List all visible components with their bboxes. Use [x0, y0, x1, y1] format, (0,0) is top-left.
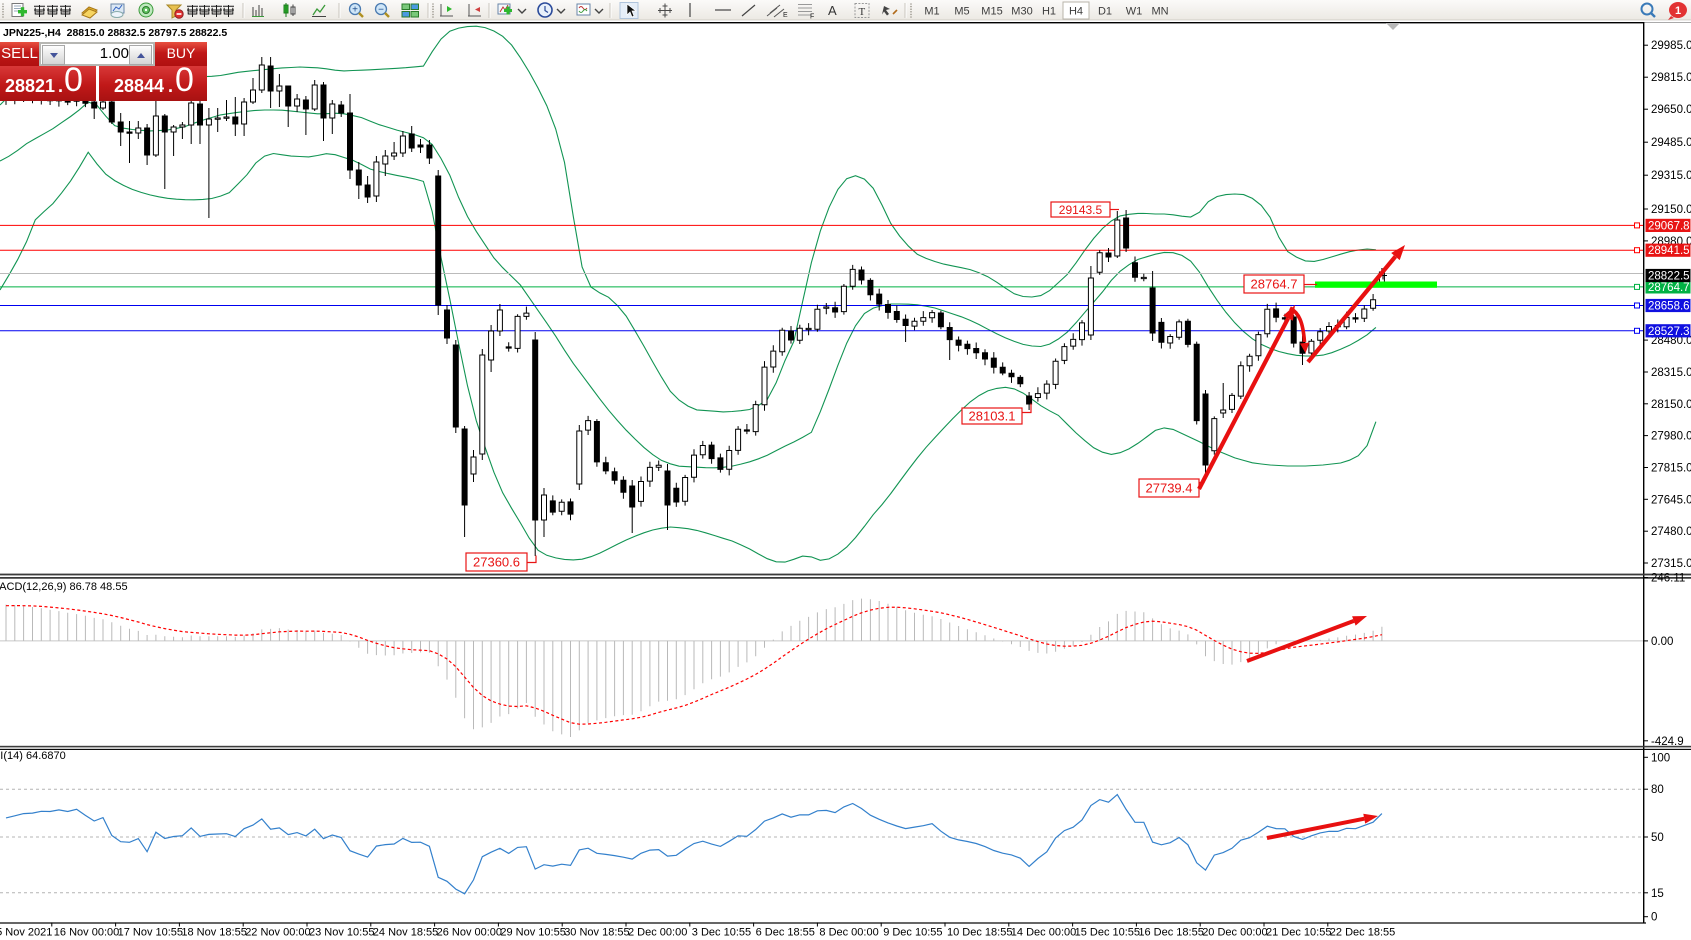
svg-text:29 Nov 10:55: 29 Nov 10:55: [500, 927, 565, 939]
svg-text:2 Dec 00:00: 2 Dec 00:00: [628, 927, 687, 939]
svg-text:D1: D1: [1098, 6, 1112, 18]
svg-text:28764.7: 28764.7: [1648, 282, 1690, 294]
svg-text:15 Nov 2021: 15 Nov 2021: [0, 927, 52, 939]
svg-text:22 Nov 00:00: 22 Nov 00:00: [245, 927, 310, 939]
svg-text:100: 100: [1651, 752, 1670, 764]
svg-text:10 Dec 18:55: 10 Dec 18:55: [947, 927, 1012, 939]
svg-text:6 Dec 18:55: 6 Dec 18:55: [756, 927, 815, 939]
svg-text:17 Nov 10:55: 17 Nov 10:55: [118, 927, 183, 939]
svg-text:16 Dec 18:55: 16 Dec 18:55: [1138, 927, 1203, 939]
svg-text:27980.0: 27980.0: [1651, 431, 1691, 443]
svg-text:27315.0: 27315.0: [1651, 558, 1691, 570]
svg-text:29985.0: 29985.0: [1651, 40, 1691, 52]
svg-text:24 Nov 18:55: 24 Nov 18:55: [373, 927, 438, 939]
svg-text:9 Dec 10:55: 9 Dec 10:55: [883, 927, 942, 939]
svg-text:27815.0: 27815.0: [1651, 463, 1691, 475]
svg-text:27739.4: 27739.4: [1146, 481, 1193, 496]
svg-text:21 Dec 10:55: 21 Dec 10:55: [1266, 927, 1331, 939]
svg-text:W1: W1: [1126, 6, 1143, 18]
svg-text:246.11: 246.11: [1651, 573, 1685, 585]
svg-text:28764.7: 28764.7: [1251, 277, 1298, 292]
svg-text:23 Nov 10:55: 23 Nov 10:55: [309, 927, 374, 939]
svg-text:+: +: [352, 5, 358, 16]
svg-text:15 Dec 10:55: 15 Dec 10:55: [1075, 927, 1140, 939]
svg-text:28527.3: 28527.3: [1648, 326, 1690, 338]
svg-text:F: F: [810, 14, 814, 21]
svg-text:28822.5: 28822.5: [1648, 271, 1690, 283]
svg-text:20 Dec 00:00: 20 Dec 00:00: [1202, 927, 1267, 939]
svg-text:29150.0: 29150.0: [1651, 204, 1691, 216]
svg-text:H1: H1: [1042, 6, 1056, 18]
svg-text:29067.8: 29067.8: [1648, 220, 1690, 232]
svg-text:27645.0: 27645.0: [1651, 494, 1691, 506]
svg-text:29815.0: 29815.0: [1651, 72, 1691, 84]
svg-text:8 Dec 00:00: 8 Dec 00:00: [819, 927, 878, 939]
svg-text:0: 0: [1651, 912, 1657, 924]
svg-text:28103.1: 28103.1: [969, 409, 1016, 424]
svg-text:28315.0: 28315.0: [1651, 367, 1691, 379]
svg-text:27360.6: 27360.6: [473, 555, 520, 570]
svg-text:A: A: [828, 3, 837, 18]
svg-text:M1: M1: [924, 6, 939, 18]
svg-text:28150.0: 28150.0: [1651, 399, 1691, 411]
svg-text:22 Dec 18:55: 22 Dec 18:55: [1330, 927, 1395, 939]
svg-text:−: −: [378, 5, 384, 16]
svg-text:30 Nov 18:55: 30 Nov 18:55: [564, 927, 629, 939]
svg-text:M30: M30: [1011, 6, 1032, 18]
svg-text:E: E: [783, 12, 788, 19]
svg-text:29485.0: 29485.0: [1651, 137, 1691, 149]
svg-text:29650.0: 29650.0: [1651, 104, 1691, 116]
svg-text:T: T: [859, 6, 866, 18]
svg-text:28480.0: 28480.0: [1651, 335, 1691, 347]
svg-text:16 Nov 00:00: 16 Nov 00:00: [54, 927, 119, 939]
svg-text:3 Dec 10:55: 3 Dec 10:55: [692, 927, 751, 939]
svg-text:0.00: 0.00: [1651, 636, 1673, 648]
svg-text:1: 1: [1675, 5, 1681, 17]
svg-text:15: 15: [1651, 888, 1664, 900]
svg-text:-424.9: -424.9: [1651, 736, 1684, 748]
svg-text:14 Dec 00:00: 14 Dec 00:00: [1011, 927, 1076, 939]
svg-text:28658.6: 28658.6: [1648, 301, 1690, 313]
svg-text:50: 50: [1651, 832, 1664, 844]
svg-text:H4: H4: [1069, 6, 1083, 18]
svg-text:29143.5: 29143.5: [1059, 203, 1103, 217]
svg-text:80: 80: [1651, 784, 1664, 796]
svg-text:18 Nov 18:55: 18 Nov 18:55: [181, 927, 246, 939]
svg-text:27480.0: 27480.0: [1651, 526, 1691, 538]
svg-text:26 Nov 00:00: 26 Nov 00:00: [437, 927, 502, 939]
svg-text:M5: M5: [954, 6, 969, 18]
svg-text:29315.0: 29315.0: [1651, 170, 1691, 182]
svg-text:28941.5: 28941.5: [1648, 245, 1690, 257]
svg-text:MN: MN: [1151, 6, 1168, 18]
svg-text:M15: M15: [981, 6, 1002, 18]
